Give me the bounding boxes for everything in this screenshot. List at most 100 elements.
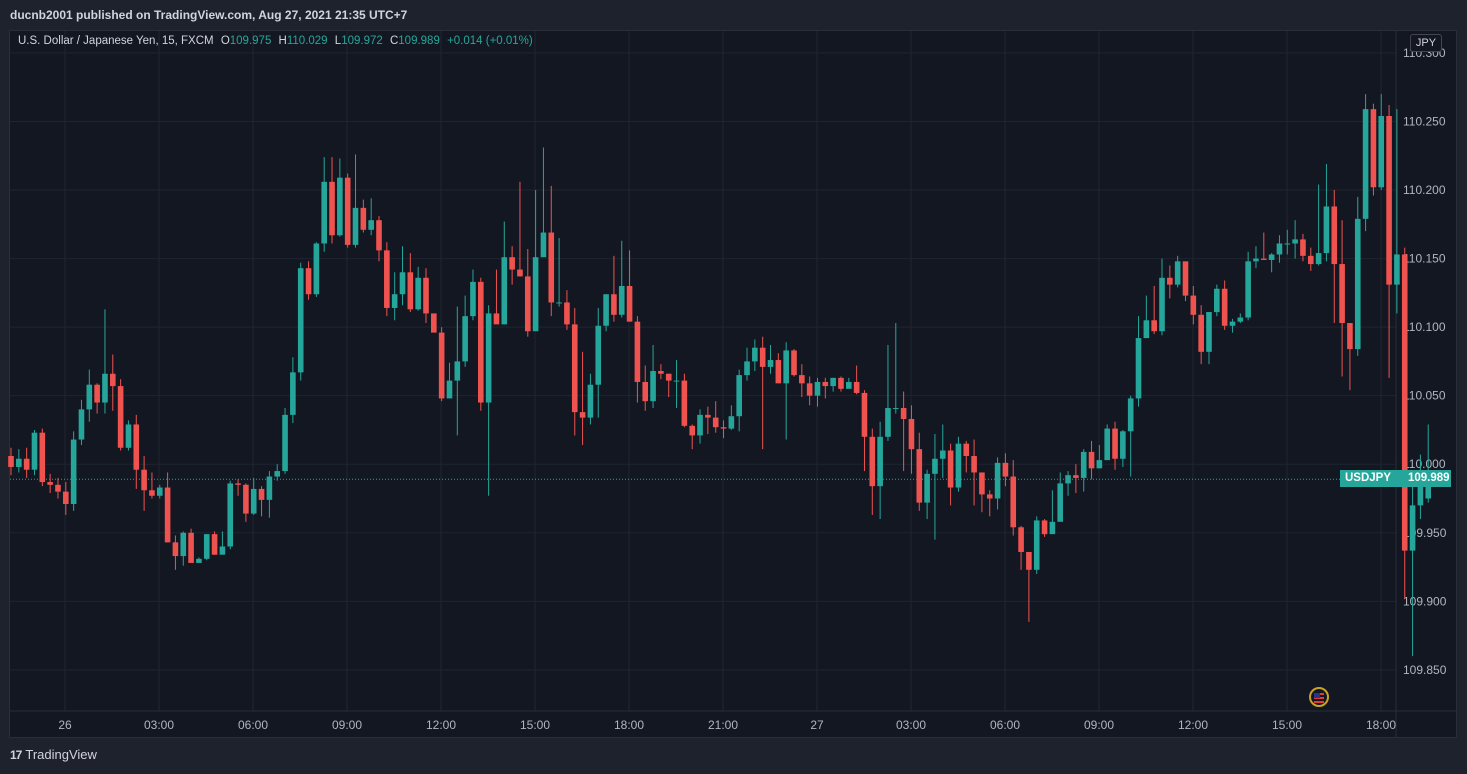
x-tick-label: 15:00 [1272,718,1302,732]
candle-body [611,294,617,315]
candle-body [1041,520,1048,535]
candle-body [1237,317,1244,322]
candle-body [783,350,789,384]
candle-body [172,542,179,557]
candle-body [1198,314,1204,352]
candle-body [1096,460,1103,469]
candle-body [250,488,257,514]
candle-body [1315,253,1322,265]
candle-body [900,408,907,419]
candle-body [1221,288,1228,326]
candle-body [595,325,602,385]
candle-body [8,456,14,467]
candle-body [470,281,476,317]
candle-body [1253,258,1259,262]
candle-body [1370,109,1377,188]
candle-body [846,381,852,389]
candle-body [1151,320,1157,332]
candle-body [1417,484,1424,506]
candle-body [1276,243,1283,255]
candle-body [1307,255,1314,265]
candle-body [47,482,53,485]
candle-body [133,424,140,470]
candle-body [1026,551,1032,570]
candle-body [1135,338,1142,399]
x-tick-label: 06:00 [990,718,1020,732]
candle-body [63,491,69,504]
us-flag-icon[interactable] [1309,687,1329,707]
price-tag-value: 109.989 [1408,472,1450,484]
candle-body [861,392,868,437]
candle-body [274,471,281,477]
candle-body [1245,261,1251,318]
candle-body [1159,277,1165,332]
x-tick-label: 09:00 [332,718,362,732]
open-label: O [220,35,230,47]
high-value: 110.029 [286,35,328,47]
candle-body [626,286,633,322]
candle-body [548,232,555,303]
candle-body [344,177,351,245]
candle-body [493,313,500,325]
candle-body [705,414,711,418]
top-bar: ducnb2001 published on TradingView.com, … [0,0,1467,30]
candle-body [391,294,398,308]
y-tick-label: 110.000 [1403,457,1446,471]
candle-body [55,484,61,492]
candle-body [994,462,1001,499]
candle-body [141,469,147,491]
candle-body [78,409,85,440]
candle-body [219,546,226,555]
candle-body [203,534,210,559]
x-tick-label: 15:00 [520,718,550,732]
chart-legend: U.S. Dollar / Japanese Yen, 15, FXCM O10… [18,35,533,47]
candle-body [532,257,539,332]
candle-body [579,412,586,418]
x-tick-label: 03:00 [896,718,926,732]
candle-body [618,286,625,315]
last-price-tag: USDJPY 109.989 [1340,470,1451,487]
candle-body [1080,451,1087,478]
candle-body [1057,483,1064,522]
candle-body [1174,261,1181,285]
candle-body [650,371,656,402]
candle-body [415,277,421,310]
candle-body [1065,475,1071,484]
candle-body [423,277,429,314]
tradingview-logo-icon: 17 [10,748,22,762]
candle-body [39,432,46,483]
x-tick-label: 09:00 [1084,718,1114,732]
footer-brand[interactable]: 17 TradingView [10,747,97,762]
candle-body [399,272,406,295]
candle-body [892,408,899,410]
candle-body [822,381,829,387]
candle-body [712,417,719,428]
y-tick-label: 110.050 [1403,389,1446,403]
candle-body [180,532,187,557]
candle-body [352,207,359,245]
candle-body [838,377,844,389]
candle-body [697,414,703,436]
candle-body [384,250,390,308]
candle-body [376,220,382,251]
candle-body [1284,243,1291,245]
candle-body [665,373,672,381]
candle-body [149,490,155,496]
candle-body [102,373,108,403]
candle-body [791,350,797,376]
x-tick-label: 03:00 [144,718,174,732]
currency-badge[interactable]: JPY [1410,34,1442,52]
candle-body [689,425,696,436]
close-label: C [389,35,399,47]
candle-body [305,268,312,295]
candle-body [462,316,468,362]
x-tick-label: 21:00 [708,718,738,732]
candle-body [517,269,523,277]
chart-frame[interactable] [9,30,1457,738]
candle-body [211,534,218,555]
candle-body [1010,476,1017,528]
candle-body [290,372,296,415]
candle-body [955,443,962,488]
candle-body [1002,462,1009,477]
